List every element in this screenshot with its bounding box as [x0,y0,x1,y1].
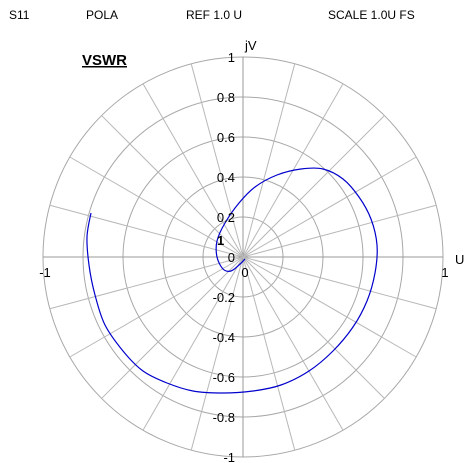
x-tick-label: -1 [39,265,51,280]
marker-label: 1 [217,233,224,248]
grid-spoke [242,256,437,310]
grid-spoke [242,204,437,258]
grid-spoke [242,115,385,258]
y-tick-label: -0.4 [213,330,235,345]
grid-spoke [142,83,244,258]
scale-label: SCALE 1.0U FS [328,8,415,22]
grid-spoke [49,256,244,310]
grid-spoke [69,256,244,358]
grid-spoke [190,256,244,451]
y-tick-label: 0 [228,250,235,265]
y-tick-label: -1 [223,450,235,463]
tick-labels: 10.80.60.40.20-0.2-0.4-0.6-0.8-1-1 0 1 [39,50,448,463]
y-tick-label: 1 [228,50,235,65]
y-tick-label: 0.6 [217,130,235,145]
parameter-label: S11 [9,8,30,22]
y-axis-label: jV [244,38,257,53]
grid-spoke [242,256,417,358]
grid-spoke [242,63,296,258]
s11-trace [86,167,378,394]
grid-spoke [190,63,244,258]
format-label: POLA [86,8,119,22]
x-tick-label: 0 [241,265,248,280]
grid-spoke [69,156,244,258]
reference-label: REF 1.0 U [186,8,243,22]
y-tick-label: -0.6 [213,370,235,385]
x-axis-label: U [455,252,464,267]
y-tick-label: -0.2 [213,290,235,305]
x-tick-label: 1 [441,265,448,280]
grid-spoke [242,156,417,258]
polar-grid [42,56,444,458]
grid-spoke [101,256,244,399]
grid-spoke [242,256,385,399]
y-tick-label: -0.8 [213,410,235,425]
y-tick-label: 0.4 [217,170,235,185]
chart-title: VSWR [82,52,127,69]
grid-spoke [242,256,344,431]
grid-spoke [49,204,244,258]
grid-spoke [142,256,244,431]
grid-spoke [242,256,296,451]
y-tick-label: 0.2 [217,210,235,225]
y-tick-label: 0.8 [217,90,235,105]
